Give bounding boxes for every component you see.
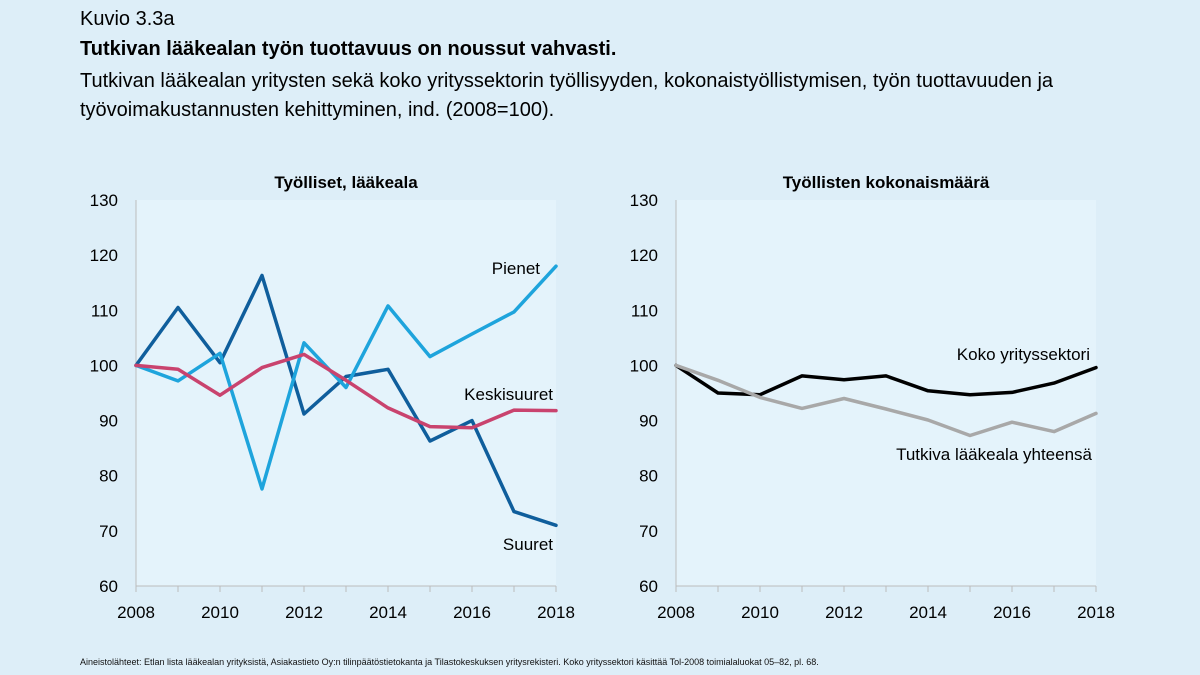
chart-panel-1: Työlliset, lääkeala 60 70 80 90 100 110 120 130 2… <box>90 173 575 622</box>
x-tick-label: 2014 <box>369 603 407 622</box>
y-tick-label: 80 <box>99 467 118 486</box>
series-line-tutkiva-lääkeala-yhteensä <box>674 363 1098 438</box>
plot-area <box>136 200 556 586</box>
figure-number: Kuvio 3.3a <box>80 8 175 30</box>
series-line-keskisuuret <box>134 264 558 491</box>
x-tick-label: 2016 <box>993 603 1031 622</box>
x-tick-label: 2010 <box>201 603 239 622</box>
y-tick-label: 110 <box>91 301 118 320</box>
y-tick-label: 70 <box>99 522 118 541</box>
chart-panel-2: Työllisten kokonaismäärä 60 70 80 90 100 110 12… <box>630 173 1115 622</box>
x-tick-label: 2016 <box>453 603 491 622</box>
y-tick-label: 120 <box>90 246 118 265</box>
figure-subtitle: Tutkivan lääkealan yritysten sekä koko y… <box>80 70 1054 121</box>
series-label: Koko yrityssektori <box>957 345 1090 364</box>
chart-title: Työllisten kokonaismäärä <box>783 173 990 192</box>
series-label: Keskisuuret <box>464 385 553 404</box>
series-line-koko-yrityssektori <box>674 363 1098 397</box>
figure-title: Tutkivan lääkealan työn tuottavuus on no… <box>80 38 617 60</box>
series-label: Tutkiva lääkeala yhteensä <box>896 445 1092 464</box>
y-tick-label: 60 <box>639 577 658 596</box>
series-label: Pienet <box>492 259 540 278</box>
y-tick-label: 100 <box>90 356 118 375</box>
y-tick-label: 120 <box>630 246 658 265</box>
x-tick-label: 2008 <box>117 603 155 622</box>
y-tick-label: 90 <box>99 412 118 431</box>
x-tick-label: 2018 <box>1077 603 1115 622</box>
source-note: Aineistolähteet: Etlan lista lääkealan y… <box>80 657 819 667</box>
y-tick-label: 110 <box>631 301 658 320</box>
y-tick-label: 80 <box>639 467 658 486</box>
x-tick-label: 2008 <box>657 603 695 622</box>
x-tick-label: 2010 <box>741 603 779 622</box>
y-tick-label: 60 <box>99 577 118 596</box>
y-tick-label: 130 <box>630 191 658 210</box>
x-tick-label: 2014 <box>909 603 947 622</box>
series-line-pienet <box>134 273 558 528</box>
y-tick-label: 130 <box>90 191 118 210</box>
y-tick-label: 100 <box>630 356 658 375</box>
y-tick-label: 90 <box>639 412 658 431</box>
x-tick-label: 2012 <box>825 603 863 622</box>
y-tick-label: 70 <box>639 522 658 541</box>
x-tick-label: 2018 <box>537 603 575 622</box>
series-label: Suuret <box>503 535 553 554</box>
x-tick-label: 2012 <box>285 603 323 622</box>
series-line-suuret <box>134 352 558 430</box>
chart-title: Työlliset, lääkeala <box>274 173 418 192</box>
